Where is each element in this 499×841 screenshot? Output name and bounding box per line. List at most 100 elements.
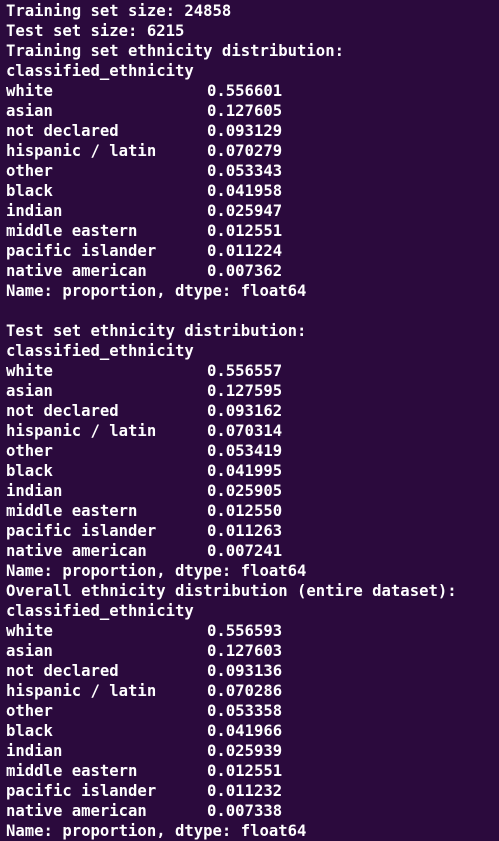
row-value: 0.007241 [207, 542, 283, 560]
row-label: hispanic / latin [6, 682, 157, 700]
blank-line [6, 301, 493, 321]
row-value: 0.070286 [207, 682, 283, 700]
row-value: 0.070279 [207, 142, 283, 160]
row-value: 0.007362 [207, 262, 283, 280]
row-value: 0.127605 [207, 102, 283, 120]
row-label: indian [6, 742, 63, 760]
row-value: 0.093129 [207, 122, 283, 140]
table-row: indian 0.025939 [6, 741, 493, 761]
row-label: other [6, 442, 53, 460]
row-value: 0.093136 [207, 662, 283, 680]
row-value: 0.011263 [207, 522, 283, 540]
row-value: 0.025947 [207, 202, 283, 220]
row-label: middle eastern [6, 502, 138, 520]
row-label: white [6, 622, 53, 640]
row-label: hispanic / latin [6, 142, 157, 160]
index-name: classified_ethnicity [6, 342, 194, 360]
table-row: hispanic / latin 0.070286 [6, 681, 493, 701]
row-value: 0.127603 [207, 642, 283, 660]
table-row: native american 0.007338 [6, 801, 493, 821]
table-row: hispanic / latin 0.070314 [6, 421, 493, 441]
row-label: pacific islander [6, 782, 157, 800]
table-row: asian 0.127595 [6, 381, 493, 401]
row-label: not declared [6, 402, 119, 420]
table-row: native american 0.007241 [6, 541, 493, 561]
row-value: 0.556601 [207, 82, 283, 100]
test-distribution-block: Test set ethnicity distribution: classif… [6, 321, 493, 581]
row-value: 0.025939 [207, 742, 283, 760]
row-value: 0.053358 [207, 702, 283, 720]
row-value: 0.556557 [207, 362, 283, 380]
table-row: middle eastern 0.012550 [6, 501, 493, 521]
row-value: 0.070314 [207, 422, 283, 440]
row-label: asian [6, 382, 53, 400]
row-label: white [6, 82, 53, 100]
row-value: 0.025905 [207, 482, 283, 500]
row-value: 0.093162 [207, 402, 283, 420]
row-label: not declared [6, 122, 119, 140]
row-label: pacific islander [6, 522, 157, 540]
table-row: black 0.041966 [6, 721, 493, 741]
row-label: middle eastern [6, 222, 138, 240]
table-row: black 0.041995 [6, 461, 493, 481]
row-label: middle eastern [6, 762, 138, 780]
row-label: black [6, 182, 53, 200]
table-row: native american 0.007362 [6, 261, 493, 281]
row-label: other [6, 162, 53, 180]
dtype-footer: Name: proportion, dtype: float64 [6, 822, 307, 840]
row-value: 0.012550 [207, 502, 283, 520]
row-label: asian [6, 102, 53, 120]
table-row: pacific islander 0.011263 [6, 521, 493, 541]
row-value: 0.012551 [207, 222, 283, 240]
row-label: indian [6, 202, 63, 220]
row-label: indian [6, 482, 63, 500]
row-value: 0.127595 [207, 382, 283, 400]
row-label: native american [6, 542, 147, 560]
test-size-line: Test set size: 6215 [6, 22, 185, 40]
row-value: 0.041995 [207, 462, 283, 480]
row-label: white [6, 362, 53, 380]
row-value: 0.053419 [207, 442, 283, 460]
table-row: not declared 0.093129 [6, 121, 493, 141]
row-value: 0.041966 [207, 722, 283, 740]
table-row: indian 0.025947 [6, 201, 493, 221]
row-label: hispanic / latin [6, 422, 157, 440]
table-row: other 0.053358 [6, 701, 493, 721]
table-row: other 0.053419 [6, 441, 493, 461]
training-size-line: Training set size: 24858 [6, 2, 232, 20]
table-row: hispanic / latin 0.070279 [6, 141, 493, 161]
training-distribution-block: Training set ethnicity distribution: cla… [6, 41, 493, 301]
table-row: pacific islander 0.011224 [6, 241, 493, 261]
table-row: white 0.556557 [6, 361, 493, 381]
row-label: not declared [6, 662, 119, 680]
dtype-footer: Name: proportion, dtype: float64 [6, 282, 307, 300]
index-name: classified_ethnicity [6, 602, 194, 620]
row-label: black [6, 462, 53, 480]
table-row: white 0.556593 [6, 621, 493, 641]
table-row: asian 0.127605 [6, 101, 493, 121]
row-value: 0.041958 [207, 182, 283, 200]
table-row: not declared 0.093136 [6, 661, 493, 681]
index-name: classified_ethnicity [6, 62, 194, 80]
row-value: 0.011224 [207, 242, 283, 260]
section-title: Test set ethnicity distribution: [6, 322, 307, 340]
dtype-footer: Name: proportion, dtype: float64 [6, 562, 307, 580]
section-title: Training set ethnicity distribution: [6, 42, 344, 60]
table-row: other 0.053343 [6, 161, 493, 181]
table-row: black 0.041958 [6, 181, 493, 201]
table-row: middle eastern 0.012551 [6, 221, 493, 241]
overall-distribution-block: Overall ethnicity distribution (entire d… [6, 581, 493, 841]
table-row: pacific islander 0.011232 [6, 781, 493, 801]
table-row: asian 0.127603 [6, 641, 493, 661]
row-label: other [6, 702, 53, 720]
row-value: 0.007338 [207, 802, 283, 820]
row-label: native american [6, 802, 147, 820]
table-row: white 0.556601 [6, 81, 493, 101]
row-label: asian [6, 642, 53, 660]
section-title: Overall ethnicity distribution (entire d… [6, 582, 457, 600]
table-row: middle eastern 0.012551 [6, 761, 493, 781]
row-label: native american [6, 262, 147, 280]
row-value: 0.556593 [207, 622, 283, 640]
table-row: not declared 0.093162 [6, 401, 493, 421]
